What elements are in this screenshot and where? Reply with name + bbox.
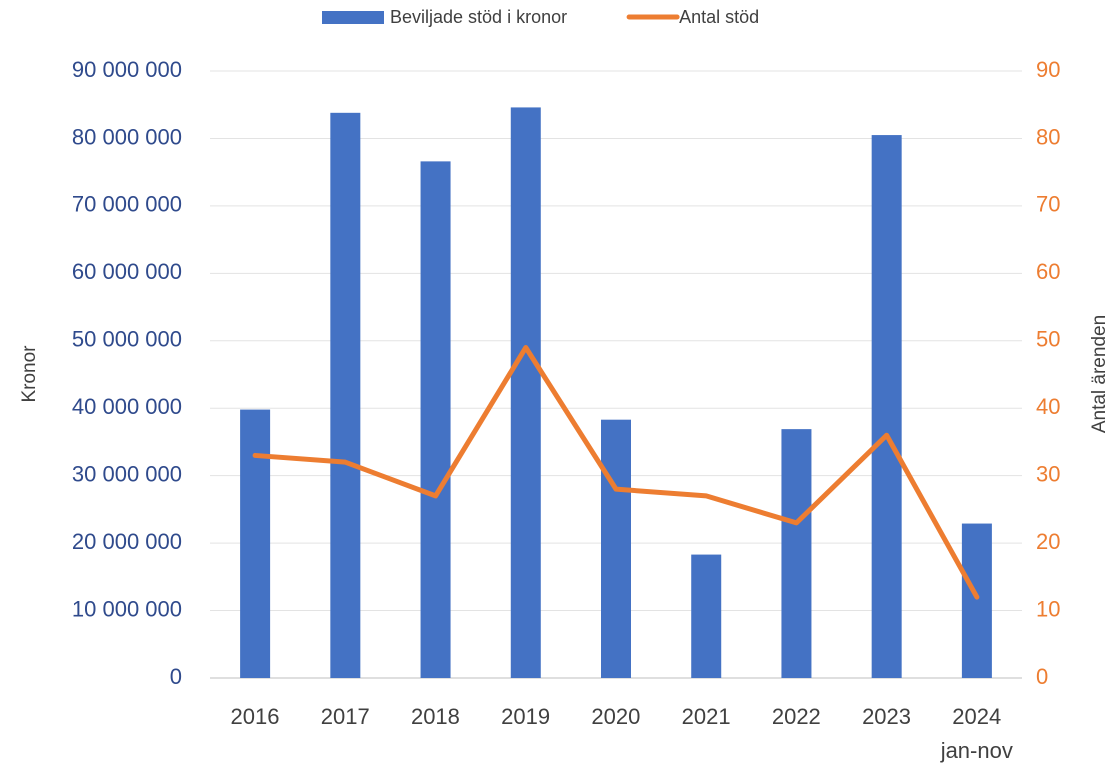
y2-tick-label: 30 <box>1036 461 1060 486</box>
x-tick-label: 2021 <box>681 704 731 729</box>
x-tick-label: 2016 <box>230 704 280 729</box>
y-axis-label: Kronor <box>19 345 40 403</box>
bar <box>510 107 541 679</box>
bar <box>691 554 722 678</box>
y2-tick-label: 90 <box>1036 57 1060 82</box>
legend-swatch <box>322 11 384 24</box>
x-tick-label: 2022 <box>771 704 821 729</box>
bar <box>601 419 631 678</box>
bar <box>240 409 271 678</box>
y2-tick-label: 10 <box>1036 596 1060 621</box>
bar <box>420 161 451 678</box>
y2-tick-label: 80 <box>1036 124 1060 149</box>
y2-tick-label: 50 <box>1036 327 1060 352</box>
y-tick-label: 90 000 000 <box>72 57 182 82</box>
x-tick-label: 2018 <box>410 704 460 729</box>
x-tick-label: 2024 jan-nov <box>940 704 1013 763</box>
bar <box>871 135 902 679</box>
y-tick-label: 50 000 000 <box>72 327 182 352</box>
y2-tick-label: 20 <box>1036 529 1060 554</box>
y-tick-label: 70 000 000 <box>72 192 182 217</box>
y2-tick-label: 60 <box>1036 259 1060 284</box>
x-tick-label: 2020 <box>591 704 641 729</box>
y-tick-label: 0 <box>170 664 182 689</box>
y-tick-label: 10 000 000 <box>72 596 182 621</box>
line-series <box>252 345 980 600</box>
x-tick-label: 2023 <box>862 704 912 729</box>
x-tick-label: 2019 <box>501 704 551 729</box>
y-tick-label: 30 000 000 <box>72 461 182 486</box>
bar <box>330 112 361 678</box>
x-tick-label: 2017 <box>320 704 370 729</box>
y-tick-label: 20 000 000 <box>72 529 182 554</box>
bar <box>961 523 992 678</box>
y-tick-label: 40 000 000 <box>72 394 182 419</box>
y2-tick-label: 40 <box>1036 394 1060 419</box>
y2-axis-label: Antal ärenden <box>1089 315 1110 433</box>
legend-label: Beviljade stöd i kronor <box>390 7 567 27</box>
y2-tick-label: 70 <box>1036 192 1060 217</box>
y2-tick-label: 0 <box>1036 664 1048 689</box>
y-tick-label: 80 000 000 <box>72 124 182 149</box>
bar <box>781 429 812 678</box>
legend-label: Antal stöd <box>679 7 759 27</box>
y-tick-label: 60 000 000 <box>72 259 182 284</box>
